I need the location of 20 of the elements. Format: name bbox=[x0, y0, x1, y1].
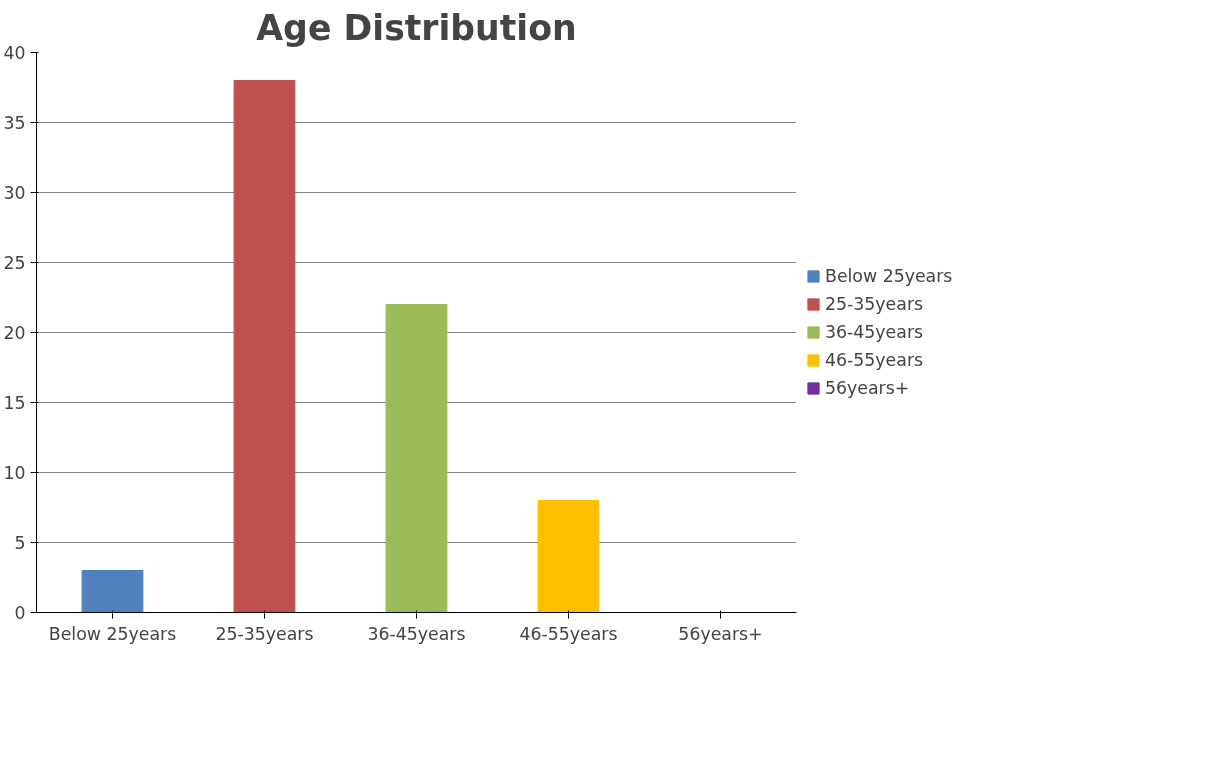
legend-label: Below 25years bbox=[825, 266, 953, 286]
y-tick-label: 0 bbox=[14, 603, 26, 623]
y-tick-label: 10 bbox=[3, 463, 26, 483]
y-tick-label: 30 bbox=[3, 183, 26, 203]
legend-label: 25-35years bbox=[825, 294, 924, 314]
y-tick-label: 25 bbox=[3, 253, 26, 273]
legend-label: 46-55years bbox=[825, 350, 924, 370]
y-tick-label: 5 bbox=[14, 533, 26, 553]
y-tick-label: 40 bbox=[3, 43, 26, 63]
y-tick-label: 35 bbox=[3, 113, 26, 133]
x-tick-label: 56years+ bbox=[678, 623, 763, 644]
chart-title: Age Distribution bbox=[256, 7, 577, 48]
legend-label: 36-45years bbox=[825, 322, 924, 342]
y-tick-label: 15 bbox=[3, 393, 26, 413]
legend-label: 56years+ bbox=[825, 378, 910, 398]
x-tick-label: 25-35years bbox=[215, 623, 314, 644]
x-tick-label: 46-55years bbox=[519, 623, 618, 644]
y-tick-label: 20 bbox=[3, 323, 26, 343]
x-tick-label: Below 25years bbox=[48, 623, 177, 644]
x-tick-label: 36-45years bbox=[367, 623, 466, 644]
